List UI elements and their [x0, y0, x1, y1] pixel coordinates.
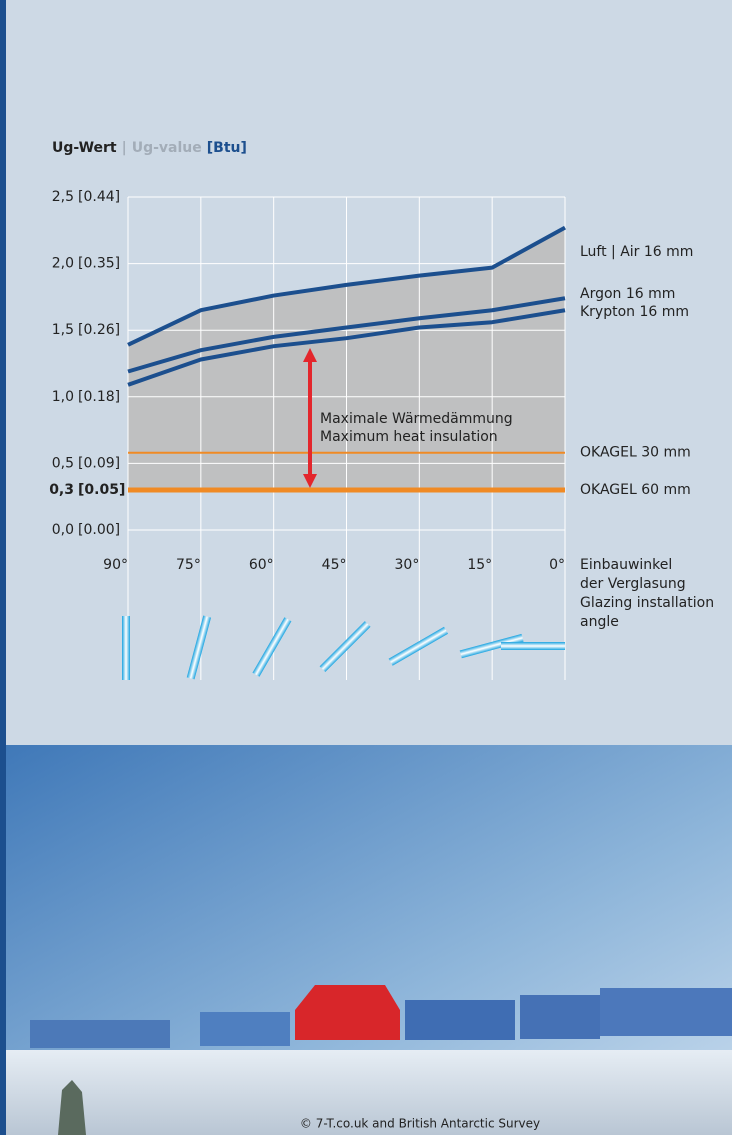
- reference-label: OKAGEL 30 mm: [580, 445, 691, 461]
- glazing-icon: [388, 626, 449, 666]
- title-part: |: [122, 140, 127, 156]
- arrow-head: [303, 474, 317, 489]
- series-line: [127, 308, 566, 387]
- chart-title: Ug-Wert | Ug-value [Btu]: [52, 140, 247, 156]
- title-part: Ug-value: [132, 140, 202, 156]
- photo: [0, 745, 732, 1135]
- y-tick-label-btu: [0.18]: [78, 389, 120, 405]
- y-tick-label-btu: [0.26]: [78, 322, 120, 338]
- x-tick-label: 15°: [467, 557, 492, 573]
- y-tick-label-btu: [0.09]: [78, 455, 120, 471]
- x-axis-label: Einbauwinkel: [580, 557, 672, 573]
- x-axis-label: der Verglasung: [580, 576, 686, 592]
- y-tick-label: 2,5: [52, 189, 74, 205]
- annotation-de: Maximale Wärmedämmung: [320, 411, 513, 427]
- y-tick-label-btu: [0.35]: [78, 256, 120, 272]
- y-tick-label: 2,0: [52, 256, 74, 272]
- glazing-icon: [122, 616, 130, 680]
- arrow-head: [303, 348, 317, 362]
- series-label: Argon 16 mm: [580, 286, 675, 302]
- x-tick-label: 0°: [549, 557, 565, 573]
- photo-credit: © 7-T.co.uk and British Antarctic Survey: [300, 1117, 540, 1131]
- annotation-en: Maximum heat insulation: [320, 429, 498, 445]
- glazing-icon: [252, 617, 292, 677]
- highlight-tick-label-btu: [0.05]: [78, 482, 125, 498]
- x-tick-label: 45°: [322, 557, 347, 573]
- series-line: [127, 225, 566, 347]
- glazing-icon: [501, 642, 565, 650]
- y-tick-label: 0,0: [52, 522, 74, 538]
- x-tick-label: 75°: [176, 557, 201, 573]
- y-tick-label-btu: [0.00]: [78, 522, 120, 538]
- x-tick-label: 90°: [103, 557, 128, 573]
- series-line: [127, 296, 566, 374]
- y-tick-label: 1,0: [52, 389, 74, 405]
- glazing-icon: [186, 615, 212, 680]
- side-stripe: [0, 0, 6, 1135]
- x-axis-label-en: angle: [580, 614, 619, 630]
- y-tick-label-btu: [0.44]: [78, 189, 120, 205]
- reference-label: OKAGEL 60 mm: [580, 482, 691, 498]
- x-tick-label: 30°: [395, 557, 420, 573]
- title-part: [Btu]: [207, 140, 247, 156]
- series-label: Luft | Air 16 mm: [580, 244, 693, 260]
- y-tick-label: 0,5: [52, 455, 74, 471]
- glazing-icon: [459, 633, 524, 659]
- glazing-icon: [319, 621, 371, 673]
- title-part: Ug-Wert: [52, 140, 117, 156]
- x-tick-label: 60°: [249, 557, 274, 573]
- highlight-tick-label: 0,3: [49, 482, 74, 498]
- x-axis-label-en: Glazing installation: [580, 595, 714, 611]
- y-tick-label: 1,5: [52, 322, 74, 338]
- series-label: Krypton 16 mm: [580, 304, 689, 320]
